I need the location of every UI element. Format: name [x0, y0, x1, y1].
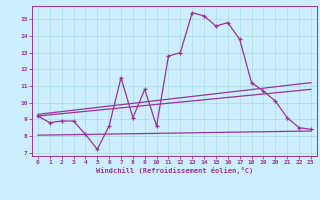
- X-axis label: Windchill (Refroidissement éolien,°C): Windchill (Refroidissement éolien,°C): [96, 167, 253, 174]
